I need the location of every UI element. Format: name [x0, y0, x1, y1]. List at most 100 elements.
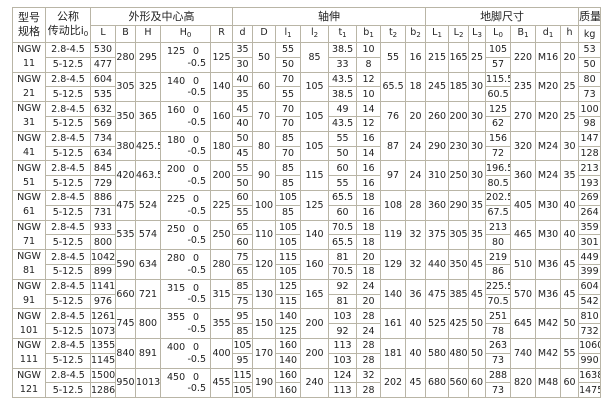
- l1-cell: 160: [275, 367, 302, 384]
- H0-cell: 400 0 -0.5: [160, 337, 211, 369]
- table-row: 5-12.5 634 45 70 50 14 72 128: [13, 145, 602, 162]
- table-row: NGW 111 2.8-4.5 1355 840 891 400 0 -0.5 400 105 170…: [12, 337, 602, 369]
- ratio-cell: 2.8-4.5: [45, 278, 91, 295]
- header-shaft-group: 轴伸: [232, 7, 427, 26]
- ratio-cell: 5-12.5: [45, 382, 91, 399]
- h-cell: 25: [560, 101, 580, 132]
- L1-cell: 290: [425, 130, 450, 162]
- d-cell: 55: [232, 204, 254, 221]
- b2-cell: 24: [405, 160, 427, 191]
- b2-cell: 32: [405, 219, 427, 251]
- b1-cell: 24: [356, 323, 382, 339]
- B1-cell: 740: [510, 337, 537, 369]
- model-cell: NGW 51: [12, 160, 46, 191]
- l2-cell: 125: [300, 189, 330, 221]
- L-cell: 729: [90, 175, 116, 191]
- d-cell: 45: [232, 101, 254, 117]
- l1-cell: 85: [275, 204, 302, 221]
- R-cell: 400: [209, 337, 234, 369]
- d-cell: 85: [232, 278, 254, 295]
- b1-cell: 28: [356, 308, 382, 325]
- L0-cell: 60.5: [485, 86, 512, 103]
- l2-cell: 105: [300, 130, 330, 162]
- L2-cell: 185: [448, 71, 470, 103]
- b2-cell: 28: [405, 189, 427, 221]
- R-cell: 455: [209, 367, 234, 399]
- ratio-cell: 5-12.5: [45, 263, 91, 280]
- D-cell: 120: [252, 249, 277, 280]
- mass-cell: 269: [578, 189, 602, 206]
- L0-cell: 78: [485, 323, 512, 339]
- t1-cell: 60: [328, 204, 358, 221]
- t1-cell: 92: [328, 323, 358, 339]
- L1-cell: 310: [425, 160, 450, 191]
- header-model: 型号 规格: [12, 7, 46, 43]
- H0-cell: 280 0 -0.5: [160, 249, 211, 280]
- L-cell: 1145: [90, 352, 116, 369]
- header-foot-group: 地脚尺寸: [425, 7, 580, 26]
- L-cell: 604: [90, 71, 116, 88]
- B1-cell: 820: [510, 367, 537, 399]
- table-row: 5-12.5 477 30 50 33 8 57 50: [13, 56, 602, 73]
- t1-cell: 81: [328, 249, 358, 265]
- ratio-cell: 5-12.5: [45, 323, 91, 339]
- mass-cell: 193: [578, 175, 602, 191]
- ratio-cell: 2.8-4.5: [45, 249, 91, 265]
- ratio-cell: 2.8-4.5: [45, 71, 91, 88]
- t2-cell: 181: [380, 337, 407, 369]
- B1-cell: 235: [510, 71, 537, 103]
- l1-cell: 70: [275, 101, 302, 117]
- d-cell: 55: [232, 160, 254, 177]
- B-cell: 350: [115, 101, 136, 132]
- ratio-cell: 5-12.5: [45, 293, 91, 310]
- b1-cell: 12: [356, 71, 382, 88]
- L3-cell: 30: [468, 130, 487, 162]
- L-cell: 731: [90, 204, 116, 221]
- l2-cell: 115: [300, 160, 330, 191]
- L-cell: 933: [90, 219, 116, 236]
- t2-cell: 129: [380, 249, 407, 280]
- L0-cell: 213: [485, 219, 512, 236]
- column-header: H: [135, 25, 161, 43]
- ratio-cell: 5-12.5: [45, 115, 91, 132]
- l1-cell: 85: [275, 130, 302, 147]
- L3-cell: 35: [468, 219, 487, 251]
- b2-cell: 40: [405, 337, 427, 369]
- d-cell: 45: [232, 145, 254, 162]
- ratio-cell: 5-12.5: [45, 204, 91, 221]
- l2-cell: 165: [300, 278, 330, 310]
- model-cell: NGW 121: [12, 367, 46, 399]
- t1-cell: 113: [328, 337, 358, 354]
- L1-cell: 440: [425, 249, 450, 280]
- b1-cell: 32: [356, 367, 382, 384]
- b1-cell: 28: [356, 337, 382, 354]
- d-cell: 75: [232, 249, 254, 265]
- t2-cell: 202: [380, 367, 407, 399]
- h-cell: 30: [560, 130, 580, 162]
- H-cell: 365: [135, 101, 161, 132]
- column-header: R: [209, 25, 234, 43]
- d1-cell: M24: [535, 130, 562, 162]
- h-cell: 45: [560, 249, 580, 280]
- mass-cell: 53: [578, 42, 602, 58]
- model-cell: NGW 11: [12, 42, 46, 73]
- h-cell: 40: [560, 189, 580, 221]
- B1-cell: 645: [510, 308, 537, 339]
- column-header: L2: [448, 25, 470, 43]
- B-cell: 380: [115, 130, 136, 162]
- l2-cell: 105: [300, 71, 330, 103]
- B-cell: 280: [115, 42, 136, 73]
- b2-cell: 40: [405, 308, 427, 339]
- b1-cell: 10: [356, 42, 382, 58]
- mass-cell: 1638: [578, 367, 602, 384]
- L0-cell: 125: [485, 101, 512, 117]
- l1-cell: 105: [275, 219, 302, 236]
- t1-cell: 38.5: [328, 42, 358, 58]
- l1-cell: 55: [275, 86, 302, 103]
- d1-cell: M20: [535, 71, 562, 103]
- L3-cell: 60: [468, 367, 487, 399]
- b1-cell: 8: [356, 56, 382, 73]
- l1-cell: 50: [275, 56, 302, 73]
- column-header: t2: [380, 25, 407, 43]
- mass-cell: 604: [578, 278, 602, 295]
